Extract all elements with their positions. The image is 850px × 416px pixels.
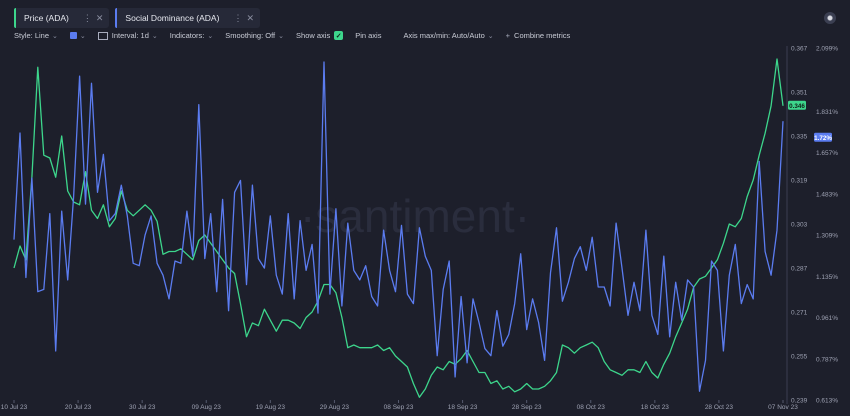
chevron-down-icon: ⌄: [151, 32, 158, 40]
close-icon[interactable]: ✕: [246, 12, 254, 23]
dominance-tick-label: 1.831%: [816, 109, 838, 116]
more-icon[interactable]: ⋮: [82, 12, 92, 23]
combine-metrics-label: Combine metrics: [514, 31, 571, 40]
calendar-icon: [97, 31, 108, 40]
axis-range-dropdown[interactable]: Axis max/min: Auto/Auto ⌄: [403, 31, 493, 40]
price-tick-label: 0.367: [791, 46, 808, 53]
dominance-tick-label: 1.309%: [816, 233, 838, 240]
grid: [13, 46, 788, 404]
x-tick-label: 30 Jul 23: [129, 404, 156, 411]
price-tick-label: 0.287: [791, 266, 808, 273]
color-picker[interactable]: ⌄: [69, 32, 86, 40]
more-icon[interactable]: ⋮: [233, 12, 243, 23]
x-tick-label: 07 Nov 23: [768, 404, 798, 411]
chevron-down-icon: ⌄: [79, 32, 86, 40]
axis-range-label: Axis max/min: Auto/Auto: [403, 31, 485, 40]
price-tick-label: 0.319: [791, 178, 808, 185]
interval-dropdown[interactable]: Interval: 1d ⌄: [97, 31, 158, 40]
smoothing-label: Smoothing: Off: [225, 31, 276, 40]
pin-axis-label: Pin axis: [355, 31, 382, 40]
watermark: ·santiment·: [300, 190, 530, 242]
plus-icon: +: [505, 31, 511, 40]
metric-tab-label: Social Dominance (ADA): [125, 13, 220, 23]
chevron-down-icon: ⌄: [278, 32, 285, 40]
chevron-down-icon: ⌄: [207, 32, 214, 40]
chevron-down-icon: ⌄: [52, 32, 58, 40]
dominance-color-marker: [115, 8, 118, 28]
dominance-tick-label: 1.657%: [816, 150, 838, 157]
x-tick-label: 09 Aug 23: [192, 404, 222, 411]
checkbox-checked-icon[interactable]: ✓: [334, 31, 344, 40]
dominance-current-badge-bg: [814, 132, 832, 142]
x-tick-label: 18 Oct 23: [641, 404, 670, 411]
x-tick-label: 10 Jul 23: [1, 404, 28, 411]
dominance-tick-label: 1.135%: [816, 274, 838, 281]
dominance-tick-label: 0.961%: [816, 315, 838, 322]
dominance-current-badge: 1.72%: [814, 135, 832, 142]
price-tick-label: 0.271: [791, 310, 808, 317]
show-axis-label: Show axis: [296, 31, 331, 40]
show-axis-toggle[interactable]: Show axis ✓: [296, 31, 344, 40]
x-tick-label: 29 Aug 23: [320, 404, 350, 411]
indicators-label: Indicators:: [169, 31, 205, 40]
x-tick-label: 19 Aug 23: [256, 404, 286, 411]
x-tick-label: 20 Jul 23: [65, 404, 92, 411]
price-series-line: [13, 58, 784, 398]
settings-dot-icon[interactable]: [824, 12, 836, 24]
metric-tabs: Price (ADA) ⋮ ✕ Social Dominance (ADA) ⋮…: [14, 8, 260, 28]
series-layer: [13, 58, 784, 398]
smoothing-dropdown[interactable]: Smoothing: Off ⌄: [225, 31, 284, 40]
chevron-down-icon: ⌄: [487, 32, 494, 40]
price-tick-label: 0.303: [791, 222, 808, 229]
combine-metrics-button[interactable]: + Combine metrics: [506, 31, 571, 40]
x-tick-label: 28 Sep 23: [512, 404, 542, 411]
price-current-badge: 0.346: [789, 103, 805, 110]
x-tick-label: 08 Sep 23: [384, 404, 414, 411]
dominance-tick-label: 0.613%: [816, 398, 838, 405]
metric-tab-social-dominance[interactable]: Social Dominance (ADA) ⋮ ✕: [115, 8, 260, 28]
indicators-dropdown[interactable]: Indicators: ⌄: [170, 31, 213, 40]
interval-label: Interval: 1d: [111, 31, 149, 40]
price-tick-label: 0.239: [791, 398, 808, 405]
x-tick-label: 18 Sep 23: [448, 404, 478, 411]
metric-tab-price[interactable]: Price (ADA) ⋮ ✕: [14, 8, 110, 28]
dominance-tick-label: 2.099%: [816, 46, 838, 53]
axes: 10 Jul 23 20 Jul 23 30 Jul 23 09 Aug 23 19 A…: [1, 46, 838, 412]
dominance-series-line: [13, 61, 784, 392]
price-tick-label: 0.351: [791, 90, 808, 97]
x-tick-label: 08 Oct 23: [577, 404, 606, 411]
dominance-tick-label: 0.787%: [816, 356, 838, 363]
chart-toolbar: Style: Line ⌄ ⌄ Interval: 1d ⌄ Indicators:…: [14, 31, 582, 40]
price-tick-label: 0.255: [791, 354, 808, 361]
x-tick-label: 28 Oct 23: [705, 404, 734, 411]
color-swatch-icon: [69, 32, 77, 39]
style-label: Style: Line: [14, 31, 50, 40]
metric-tab-label: Price (ADA): [24, 13, 69, 23]
dominance-tick-label: 1.483%: [816, 191, 838, 198]
style-dropdown[interactable]: Style: Line ⌄: [14, 31, 58, 40]
close-icon[interactable]: ✕: [95, 12, 104, 23]
pin-axis-toggle[interactable]: Pin axis: [355, 31, 381, 40]
price-color-marker: [14, 8, 16, 28]
price-current-badge-bg: [788, 100, 806, 110]
price-tick-label: 0.335: [791, 134, 808, 141]
